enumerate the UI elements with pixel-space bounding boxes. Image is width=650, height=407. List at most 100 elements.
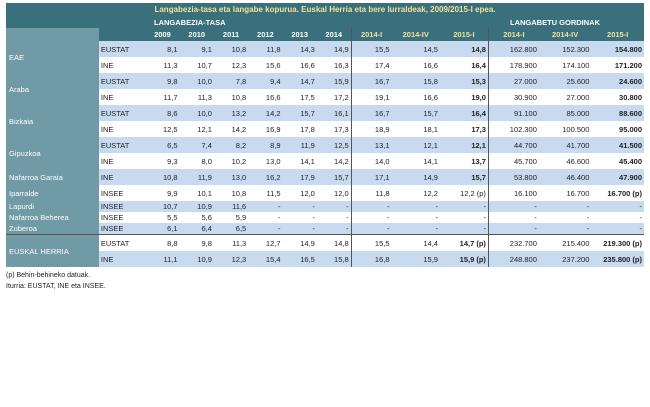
data-cell: 41.500 xyxy=(591,137,644,153)
data-cell: 8,2 xyxy=(213,137,249,153)
data-cell: - xyxy=(282,212,317,223)
data-cell: 14,9 xyxy=(316,41,352,57)
data-cell: 11,3 xyxy=(145,57,180,73)
data-cell: 7,4 xyxy=(179,137,214,153)
source-cell: INSEE xyxy=(98,185,146,201)
rate-group-header: LANGABEZIA-TASA xyxy=(154,18,226,27)
data-cell: 27.000 xyxy=(487,73,539,89)
data-cell: - xyxy=(248,201,283,212)
data-cell: 12,1 xyxy=(179,121,214,137)
data-cell: 15,9 xyxy=(391,251,440,267)
column-header-row: 2009 2010 2011 2012 2013 2014 2014-I 201… xyxy=(6,28,644,41)
data-cell: 17,8 xyxy=(282,121,317,137)
data-cell: 8,6 xyxy=(145,105,180,121)
data-cell: - xyxy=(248,223,283,235)
data-cell: 6,1 xyxy=(145,223,180,235)
data-cell: 14,5 xyxy=(391,41,440,57)
table-row: INE 11,1 10,9 12,3 15,4 16,5 15,8 16,8 1… xyxy=(6,251,644,267)
col-header: 2012 xyxy=(248,28,283,41)
col-header: 2014-I xyxy=(350,28,392,41)
source-cell: INSEE xyxy=(98,223,146,235)
table-row: INE 11,3 10,7 12,3 15,6 16,6 16,3 17,4 1… xyxy=(6,57,644,73)
unemployment-table: 2009 2010 2011 2012 2013 2014 2014-I 201… xyxy=(6,28,644,267)
source-cell: INE xyxy=(98,169,146,185)
data-cell: 17,9 xyxy=(282,169,317,185)
data-cell: 14,2 xyxy=(248,105,283,121)
data-cell: 16,6 xyxy=(391,89,440,105)
region-label: EUSKAL HERRIA xyxy=(6,234,99,267)
data-cell: - xyxy=(350,212,392,223)
data-cell: 14,3 xyxy=(282,41,317,57)
source-cell: EUSTAT xyxy=(98,41,146,57)
source-cell: INE xyxy=(98,153,146,169)
data-cell: - xyxy=(316,223,352,235)
col-header: 2015-I xyxy=(439,28,489,41)
data-cell: 30.900 xyxy=(487,89,539,105)
data-cell: 7,8 xyxy=(213,73,249,89)
data-cell: 248.800 xyxy=(487,251,539,267)
data-cell: 17,5 xyxy=(282,89,317,105)
data-cell: 16,8 xyxy=(350,251,392,267)
data-cell: 11,8 xyxy=(350,185,392,201)
source-cell: INE xyxy=(98,251,146,267)
data-cell: 10,8 xyxy=(145,169,180,185)
table-row: Nafarroa Garaia INE 10,8 11,9 13,0 16,2 … xyxy=(6,169,644,185)
data-cell: 11,3 xyxy=(179,89,214,105)
col-header: 2013 xyxy=(282,28,317,41)
data-cell: 16,7 xyxy=(350,73,392,89)
col-header: 2011 xyxy=(213,28,249,41)
data-cell: 174.100 xyxy=(538,57,592,73)
data-cell: - xyxy=(391,223,440,235)
data-cell: 9,4 xyxy=(248,73,283,89)
region-label: Lapurdi xyxy=(6,201,99,212)
table-row: Bizkaia EUSTAT 8,6 10,0 13,2 14,2 15,7 1… xyxy=(6,105,644,137)
data-cell: 16,6 xyxy=(248,89,283,105)
data-cell: - xyxy=(282,223,317,235)
corner-cell xyxy=(6,28,99,41)
data-cell: 100.500 xyxy=(538,121,592,137)
data-cell: 17,3 xyxy=(316,121,352,137)
data-cell: 14,9 xyxy=(391,169,440,185)
data-cell: 15,5 xyxy=(350,41,392,57)
region-label: Araba xyxy=(6,73,99,105)
data-cell: 41.700 xyxy=(538,137,592,153)
data-cell: 219.300 (p) xyxy=(591,234,644,251)
data-cell: 162.800 xyxy=(487,41,539,57)
region-label: Iparralde xyxy=(6,185,99,201)
data-cell: 15,7 xyxy=(282,105,317,121)
data-cell: 95.000 xyxy=(591,121,644,137)
col-header: 2009 xyxy=(145,28,180,41)
data-cell: 13,7 xyxy=(439,153,489,169)
data-cell: 19,1 xyxy=(350,89,392,105)
data-cell: 16,3 xyxy=(316,57,352,73)
col-header: 2014-IV xyxy=(538,28,592,41)
data-cell: - xyxy=(439,201,489,212)
data-cell: - xyxy=(591,201,644,212)
data-cell: 85.000 xyxy=(538,105,592,121)
data-cell: 152.300 xyxy=(538,41,592,57)
group-header-row: LANGABEZIA-TASA LANGABETU GORDINAK xyxy=(6,16,644,28)
source-header xyxy=(98,28,146,41)
data-cell: 10,0 xyxy=(179,105,214,121)
data-cell: 5,5 xyxy=(145,212,180,223)
region-label: Nafarroa Beherea xyxy=(6,212,99,223)
region-label: EAE xyxy=(6,41,99,73)
source-cell: EUSTAT xyxy=(98,105,146,121)
data-cell: 47.900 xyxy=(591,169,644,185)
table-row: INE 11,7 11,3 10,8 16,6 17,5 17,2 19,1 1… xyxy=(6,89,644,105)
table-row: Lapurdi INSEE 10,7 10,9 11,6 - - - - - -… xyxy=(6,201,644,212)
table-container: Langabezia-tasa eta langabe kopurua. Eus… xyxy=(6,3,644,292)
data-cell: 15,7 xyxy=(316,169,352,185)
table-row: EAE EUSTAT 8,1 9,1 10,8 11,8 14,3 14,9 1… xyxy=(6,41,644,73)
data-cell: 17,1 xyxy=(350,169,392,185)
count-group-header: LANGABETU GORDINAK xyxy=(510,18,600,27)
data-cell: 11,5 xyxy=(248,185,283,201)
data-cell: 18,1 xyxy=(391,121,440,137)
data-cell: 14,8 xyxy=(316,234,352,251)
data-cell: 15,4 xyxy=(248,251,283,267)
region-label: Nafarroa Garaia xyxy=(6,169,99,185)
data-cell: 46.600 xyxy=(538,153,592,169)
col-header: 2015-I xyxy=(591,28,644,41)
data-cell: 15,8 xyxy=(391,73,440,89)
data-cell: 12,7 xyxy=(248,234,283,251)
